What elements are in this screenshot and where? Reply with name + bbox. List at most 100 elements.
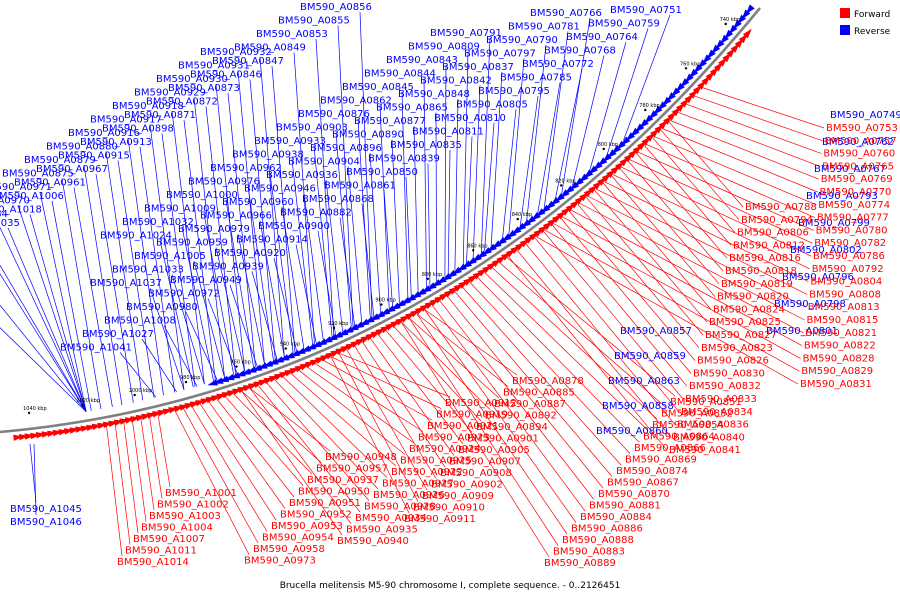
gene-label: BM590_A0826 (697, 356, 769, 367)
leader-line (405, 176, 412, 297)
gene-arrow (322, 336, 333, 344)
gene-label: BM590_A0831 (800, 379, 872, 390)
gene-label: BM590_A0769 (821, 174, 893, 185)
leader-line (612, 174, 810, 270)
gene-label: BM590_A0854 (652, 420, 724, 431)
leader-line (644, 145, 732, 246)
leader-line (416, 313, 509, 387)
tick-mark (27, 411, 31, 415)
leader-line (469, 281, 631, 454)
leader-line (602, 182, 712, 310)
gene-arrow (369, 313, 380, 321)
leader-line (577, 203, 700, 349)
leader-line (570, 209, 804, 334)
gene-label: BM590_A0889 (544, 558, 616, 569)
gene-arrow (374, 310, 386, 319)
gene-label: BM590_A0791 (430, 28, 502, 39)
leader-line (534, 237, 680, 413)
leader-line (620, 166, 812, 257)
gene-label: BM590_A0876 (298, 109, 370, 120)
leader-line (51, 200, 92, 411)
gene-label: BM590_A0884 (580, 512, 652, 523)
gene-label: BM590_A0939 (192, 262, 264, 273)
gene-label: BM590_A0797 (464, 49, 536, 60)
leader-line (7, 227, 87, 412)
gene-label: BM590_A0928 (364, 502, 436, 513)
gene-arrow (332, 331, 344, 339)
leader-line (416, 313, 568, 535)
gene-label: BM590_A0794 (741, 215, 813, 226)
gene-arrows (13, 4, 755, 441)
gene-label: BM590_A1024 (100, 231, 172, 242)
gene-label: BM590_A0917 (90, 115, 162, 126)
gene-label: BM590_A0842 (420, 76, 492, 87)
tick-label: 1000 kbp (129, 388, 153, 394)
leader-line (427, 163, 431, 286)
gene-label: BM590_A0877 (354, 116, 426, 127)
gene-label: BM590_A0757 (825, 136, 897, 147)
leader-line (106, 426, 123, 557)
gene-label: BM590_A0802 (790, 245, 862, 256)
leader-line (454, 291, 613, 477)
gene-label: BM590_A0801 (766, 326, 838, 337)
leader-line (95, 173, 134, 403)
leader-line (393, 326, 482, 422)
leader-line (477, 277, 640, 443)
gene-label: BM590_A1007 (133, 534, 205, 545)
gene-label: BM590_A0920 (214, 248, 286, 259)
gene-label: BM590_A0923 (418, 433, 490, 444)
leader-line (237, 70, 265, 365)
leader-line (271, 65, 296, 353)
gene-label: BM590_A0809 (408, 42, 480, 53)
gene-arrow (262, 360, 274, 367)
gene-label: BM590_A0873 (168, 83, 240, 94)
gene-arrow (311, 340, 322, 348)
gene-arrow (327, 333, 338, 341)
gene-label: BM590_A1008 (104, 316, 176, 327)
leader-line (462, 286, 622, 466)
gene-arrow (279, 354, 290, 361)
gene-label: BM590_A0835 (390, 140, 462, 151)
leader-line (114, 424, 131, 545)
gene-label: BM590_A1018 (0, 205, 42, 216)
gene-label: BM590_A0853 (256, 29, 328, 40)
leader-line (335, 132, 352, 328)
leader-line (157, 415, 171, 488)
gene-label: BM590_A0905 (458, 445, 530, 456)
gene-arrow (364, 316, 375, 324)
leader-line (653, 136, 817, 206)
gene-label: BM590_A0824 (713, 304, 785, 315)
gene-label: BM590_A1001 (165, 488, 237, 499)
leader-line (506, 257, 676, 397)
leader-line (249, 79, 276, 361)
leader-line (127, 137, 164, 396)
gene-arrow (207, 379, 218, 386)
gene-arrow (431, 279, 442, 287)
leader-line (652, 137, 736, 233)
gene-label: BM590_A0859 (614, 351, 686, 362)
leader-line (163, 325, 198, 387)
leader-line (39, 191, 87, 412)
gene-label: BM590_A0874 (616, 466, 688, 477)
gene-label: BM590_A0844 (364, 69, 436, 80)
tick-label: 940 kbp (280, 342, 300, 348)
leader-line (561, 216, 803, 346)
gene-label: BM590_A0843 (386, 55, 458, 66)
gene-label: BM590_A0932 (200, 47, 272, 58)
gene-label: BM590_A0837 (442, 62, 514, 73)
gene-label: BM590_A0951 (289, 498, 361, 509)
gene-label: BM590_A0957 (316, 464, 388, 475)
leader-line (0, 273, 87, 412)
leader-line (295, 244, 317, 344)
gene-label: BM590_A0820 (717, 292, 789, 303)
leader-line (383, 190, 393, 307)
gene-label: BM590_A0918 (112, 101, 184, 112)
gene-label: BM590_A0774 (818, 200, 890, 211)
gene-label: BM590_A0929 (134, 88, 206, 99)
gene-labels: BM590_A0751BM590_A0759BM590_A0764BM590_A… (0, 2, 900, 569)
gene-label: BM590_A0764 (566, 32, 638, 43)
leader-line (282, 376, 388, 478)
leader-line (269, 172, 294, 354)
gene-label: BM590_A0881 (589, 501, 661, 512)
leader-line (73, 187, 113, 407)
